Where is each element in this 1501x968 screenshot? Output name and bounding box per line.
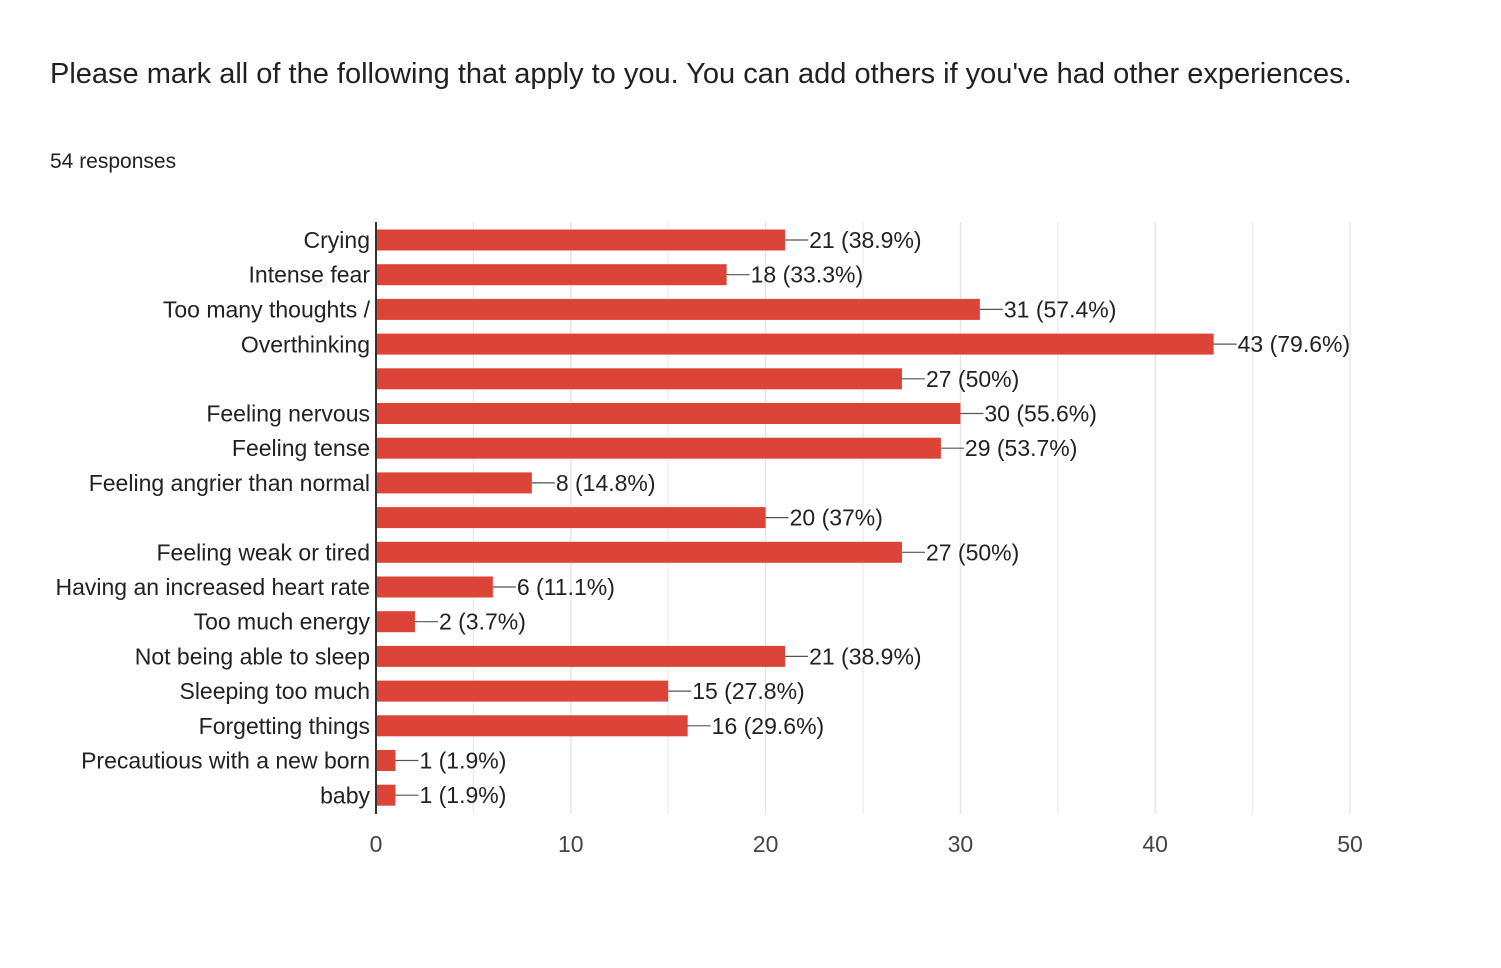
category-label: Feeling tense: [232, 435, 370, 461]
data-label: 8 (14.8%): [556, 470, 656, 496]
response-count: 54 responses: [50, 150, 177, 173]
data-label: 30 (55.6%): [984, 401, 1097, 427]
bar: [376, 784, 396, 806]
data-label: 6 (11.1%): [517, 574, 615, 600]
data-label: 15 (27.8%): [692, 678, 805, 704]
bar: [376, 680, 669, 702]
bar: [376, 437, 941, 459]
bar: [376, 750, 396, 771]
x-tick-label: 10: [558, 831, 584, 857]
bar: [376, 611, 415, 633]
category-label: Having an increased heart rate: [55, 574, 370, 600]
data-label: 1 (1.9%): [419, 748, 506, 774]
bar: [376, 715, 688, 737]
data-label: 27 (50%): [926, 539, 1019, 565]
bar: [376, 333, 1214, 355]
data-label: 27 (50%): [926, 366, 1019, 392]
data-label: 29 (53.7%): [965, 435, 1078, 461]
question-title: Please mark all of the following that ap…: [50, 58, 1352, 90]
data-label: 43 (79.6%): [1238, 331, 1351, 357]
data-label: 18 (33.3%): [751, 262, 864, 288]
bar: [376, 576, 493, 598]
data-label: 20 (37%): [790, 505, 883, 531]
category-label: Too much energy: [194, 609, 371, 635]
bar: [376, 368, 902, 390]
x-tick-label: 40: [1142, 831, 1168, 857]
bar: [376, 541, 902, 563]
category-label: Too many thoughts /: [163, 296, 371, 322]
data-label: 2 (3.7%): [439, 609, 526, 635]
bar: [376, 403, 961, 424]
x-tick-label: 30: [948, 831, 974, 857]
x-tick-label: 0: [370, 831, 383, 857]
category-label: Not being able to sleep: [135, 643, 370, 669]
category-label: Crying: [304, 227, 370, 253]
category-label: Sleeping too much: [179, 678, 370, 704]
bar: [376, 645, 786, 667]
data-label: 21 (38.9%): [809, 227, 922, 253]
category-label: Overthinking: [241, 331, 370, 357]
x-tick-label: 20: [753, 831, 779, 857]
bar: [376, 264, 727, 286]
bar: [376, 507, 766, 529]
bar: [376, 298, 980, 320]
x-tick-label: 50: [1337, 831, 1363, 857]
data-label: 1 (1.9%): [419, 782, 506, 808]
category-label: Forgetting things: [199, 713, 370, 739]
category-label: Feeling nervous: [206, 401, 370, 427]
category-label: Feeling angrier than normal: [89, 470, 370, 496]
bar: [376, 472, 532, 494]
category-label: Feeling weak or tired: [157, 539, 371, 565]
data-label: 21 (38.9%): [809, 643, 922, 669]
category-label: Precautious with a new born: [81, 747, 370, 773]
category-label: baby: [320, 782, 370, 808]
data-label: 31 (57.4%): [1004, 296, 1117, 322]
data-label: 16 (29.6%): [712, 713, 825, 739]
bar: [376, 229, 786, 251]
category-label: Intense fear: [249, 262, 371, 288]
